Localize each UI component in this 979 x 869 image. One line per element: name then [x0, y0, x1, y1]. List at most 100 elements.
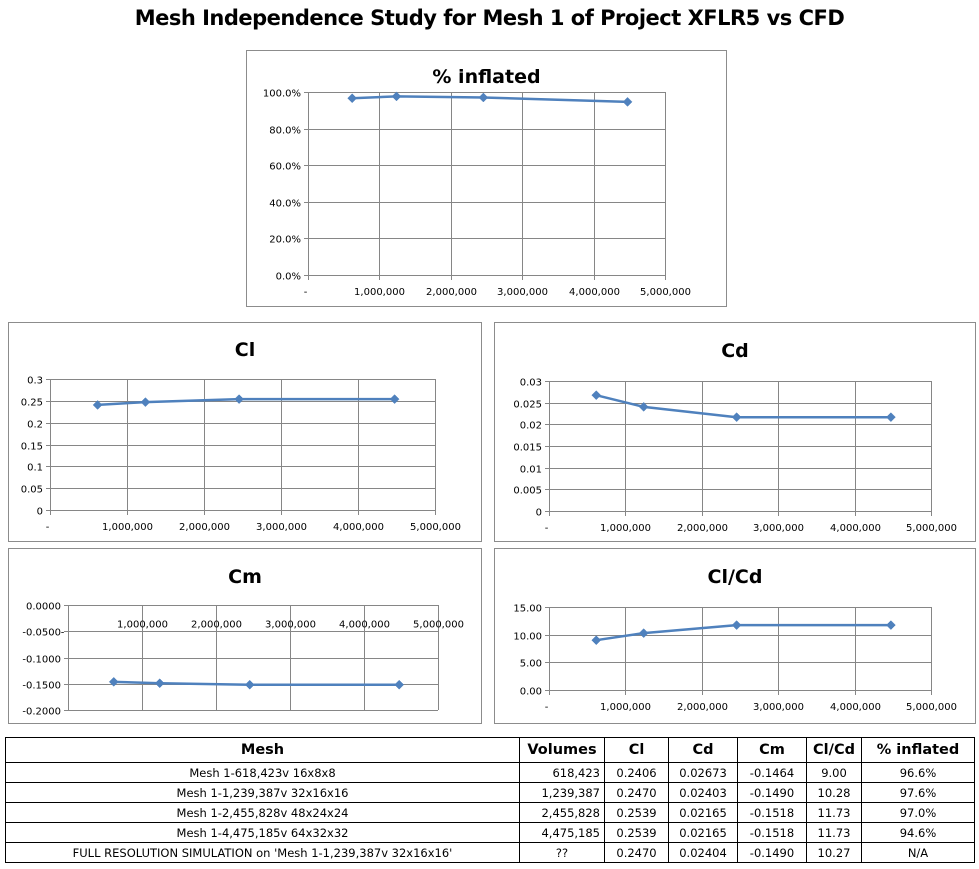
data-point [731, 620, 742, 630]
x-tick-label: 1,000,000 [117, 620, 168, 631]
cell-volumes: 4,475,185 [519, 822, 605, 843]
header-volumes: Volumes [519, 737, 605, 763]
y-tick-label: 5.00 [520, 659, 542, 670]
x-tick-label: 1,000,000 [600, 523, 651, 534]
cell-clcd: 9.00 [806, 762, 862, 783]
y-tick-label: 10.00 [513, 632, 542, 643]
x-tick-label: 2,000,000 [426, 287, 477, 298]
data-point [347, 93, 358, 104]
data-point [731, 412, 742, 423]
cell-cl: 0.2470 [604, 782, 669, 803]
data-point [244, 679, 255, 690]
cell-inflated: 96.6% [861, 762, 975, 783]
y-tick-label: 0 [37, 507, 43, 518]
x-tick-label: 4,000,000 [830, 523, 881, 534]
chart-inflated: % inflated 0.0% 20.0% 40.0% 60.0% 80.0% 100.0%… [263, 66, 691, 298]
cell-cl: 0.2539 [604, 822, 669, 843]
y-tick-label: 20.0% [269, 235, 301, 246]
cell-clcd: 10.27 [806, 842, 862, 863]
data-point [638, 402, 649, 412]
x-tick-label: 1,000,000 [102, 522, 153, 533]
cell-cd: 0.02165 [668, 802, 738, 823]
y-tick-label: 0.00 [520, 687, 542, 698]
y-tick-label: -0.1500 [22, 681, 61, 692]
chart-panel-cd: Cd 0 0.005 0.01 0.015 0.02 0.025 0.03 - 1,000,000… [494, 322, 976, 542]
y-tick-label: 0.15 [21, 442, 43, 453]
cell-mesh: Mesh 1-4,475,185v 64x32x32 [5, 822, 520, 843]
results-table: Mesh Volumes Cl Cd Cm Cl/Cd % inflated M… [5, 737, 975, 863]
y-tick-label: 0.005 [513, 486, 542, 497]
table-row: Mesh 1-618,423v 16x8x8 618,423 0.2406 0.026… [5, 762, 975, 783]
y-tick-label: 0.03 [520, 378, 542, 389]
series-line [595, 393, 891, 419]
cell-volumes: 2,455,828 [519, 802, 605, 823]
chart-title: Cd [721, 340, 749, 362]
y-tick-label: 100.0% [263, 89, 301, 100]
x-tick-label: 2,000,000 [677, 523, 728, 534]
data-point [886, 620, 896, 630]
x-tick-label: - [304, 287, 308, 298]
chart-clcd: Cl/Cd 0.00 5.00 10.00 15.00 - 1,000,000 2,000,0… [513, 566, 957, 713]
data-point [389, 394, 400, 404]
cell-mesh: Mesh 1-2,455,828v 48x24x24 [5, 802, 520, 823]
x-tick-label: 4,000,000 [569, 287, 620, 298]
x-tick-label: 1,000,000 [600, 702, 651, 713]
x-tick-label: 5,000,000 [906, 702, 957, 713]
cell-mesh: FULL RESOLUTION SIMULATION on 'Mesh 1-1,… [5, 842, 520, 863]
y-tick-label: 0.02 [520, 421, 542, 432]
x-tick-label: 3,000,000 [256, 522, 307, 533]
cell-cl: 0.2539 [604, 802, 669, 823]
header-mesh: Mesh [5, 737, 520, 763]
y-tick-label: 80.0% [269, 126, 301, 137]
data-point [154, 678, 165, 689]
cell-clcd: 11.73 [806, 822, 862, 843]
chart-panel-clcd: Cl/Cd 0.00 5.00 10.00 15.00 - 1,000,000 2,000,0… [494, 548, 976, 724]
cell-clcd: 10.28 [806, 782, 862, 803]
chart-title: Cl [235, 339, 255, 361]
y-tick-label: 0.3 [27, 376, 43, 387]
x-tick-label: 3,000,000 [753, 702, 804, 713]
y-tick-label: 15.00 [513, 604, 542, 615]
y-tick-label: 0.025 [513, 400, 542, 411]
cell-mesh: Mesh 1-618,423v 16x8x8 [5, 762, 520, 783]
cell-inflated: 97.0% [861, 802, 975, 823]
cell-volumes: ?? [519, 842, 605, 863]
x-tick-label: 5,000,000 [640, 287, 691, 298]
cell-cd: 0.02673 [668, 762, 738, 783]
header-cl: Cl [604, 737, 669, 763]
y-tick-label: 60.0% [269, 162, 301, 173]
y-tick-label: 0.25 [21, 398, 43, 409]
x-tick-label: 2,000,000 [179, 522, 230, 533]
x-tick-label: 2,000,000 [191, 620, 242, 631]
chart-panel-cl: Cl 0 0.05 0.1 0.15 0.2 0.25 0.3 - 1,000,000 2,000,… [8, 322, 482, 542]
data-point [234, 394, 244, 404]
y-tick-label: 0.2 [27, 420, 43, 431]
cell-cm: -0.1490 [737, 782, 807, 803]
cell-cm: -0.1518 [737, 802, 807, 823]
y-tick-label: 0 [536, 508, 542, 519]
x-tick-label: 4,000,000 [830, 702, 881, 713]
x-tick-label: - [545, 702, 549, 713]
data-point [622, 97, 633, 107]
y-tick-label: 0.0000 [26, 602, 61, 613]
table-header-row: Mesh Volumes Cl Cd Cm Cl/Cd % inflated [5, 737, 975, 763]
cell-cd: 0.02403 [668, 782, 738, 803]
data-point [108, 677, 119, 687]
table-row: Mesh 1-2,455,828v 48x24x24 2,455,828 0.253… [5, 802, 975, 823]
cell-mesh: Mesh 1-1,239,387v 32x16x16 [5, 782, 520, 803]
cell-volumes: 1,239,387 [519, 782, 605, 803]
header-inflated: % inflated [861, 737, 975, 763]
data-point [591, 390, 602, 401]
x-tick-label: 3,000,000 [265, 620, 316, 631]
data-point [391, 91, 402, 102]
cell-inflated: 97.6% [861, 782, 975, 803]
series-line [113, 680, 400, 686]
y-tick-label: 0.1 [27, 463, 43, 474]
y-tick-label: 0.01 [520, 465, 542, 476]
cell-cd: 0.02165 [668, 822, 738, 843]
cell-cm: -0.1490 [737, 842, 807, 863]
y-tick-label: 0.05 [21, 485, 43, 496]
x-tick-label: 2,000,000 [677, 702, 728, 713]
y-tick-label: -0.1000 [22, 655, 61, 666]
cell-volumes: 618,423 [519, 762, 605, 783]
